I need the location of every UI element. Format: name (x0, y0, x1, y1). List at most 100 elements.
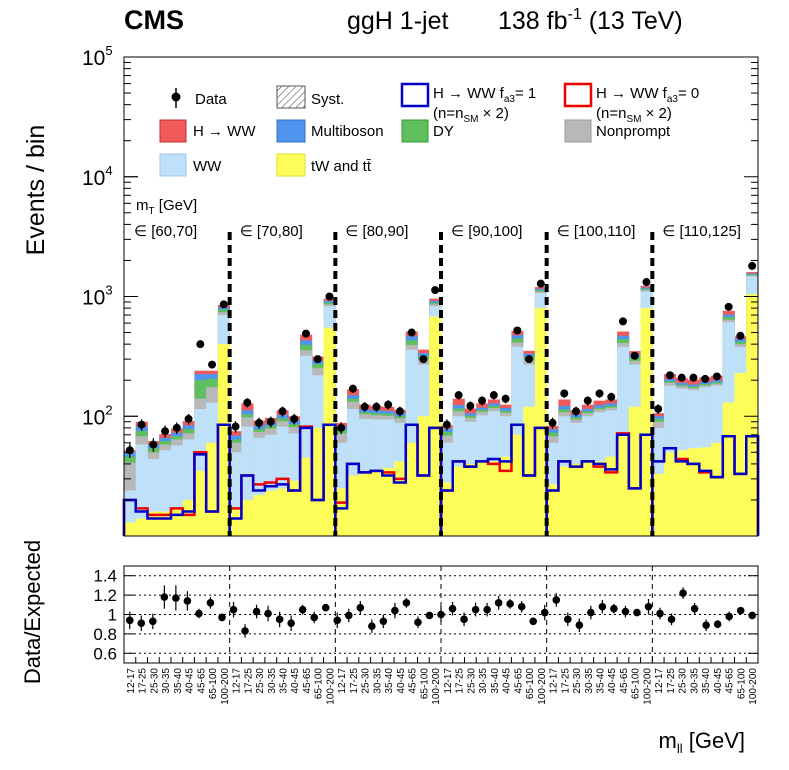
data-point (337, 423, 346, 432)
bar-top (487, 461, 500, 536)
bar-top (734, 372, 747, 536)
legend-fa3-0-label: H → WW fa3= 0 (596, 85, 699, 105)
mt-region-label: ∈ [110,125] (662, 223, 741, 240)
ratio-tick-label: 1.2 (93, 586, 117, 605)
data-point (266, 417, 275, 426)
data-point (736, 331, 745, 340)
legend-multiboson-swatch (276, 119, 306, 143)
bar-ww (135, 444, 148, 536)
data-point (395, 407, 404, 416)
legend-dy-label: DY (433, 123, 454, 140)
bar-top (300, 457, 313, 536)
x-tick-label: 30-35 (161, 668, 172, 694)
bar-top (711, 442, 724, 536)
data-point (360, 402, 369, 411)
data-point (618, 317, 627, 326)
bar-top (546, 484, 559, 536)
ratio-point (229, 605, 238, 614)
ratio-point (690, 604, 699, 613)
ratio-point (610, 604, 618, 613)
bar-top (335, 488, 348, 536)
x-tick-label: 30-35 (372, 668, 383, 694)
x-tick-label: 100-200 (537, 668, 548, 705)
mt-region-label: ∈ [90,100] (451, 223, 522, 240)
bar-top (229, 508, 242, 536)
bar-top (722, 402, 735, 536)
bar-top (628, 406, 641, 536)
x-tick-label: 65-100 (314, 668, 325, 700)
ratio-point (679, 589, 687, 597)
ratio-tick-label: 0.6 (93, 644, 117, 663)
data-point (419, 355, 428, 364)
data-point (536, 279, 545, 288)
x-tick-label: 65-100 (525, 668, 536, 700)
ratio-point (575, 621, 584, 629)
bar-top (746, 293, 759, 536)
bar-top (476, 461, 489, 536)
ratio-point (748, 611, 757, 620)
bar-top (382, 467, 395, 536)
bar-top (217, 344, 230, 536)
legend-hww-swatch (159, 119, 187, 143)
x-tick-label: 45-65 (725, 668, 736, 694)
data-point (724, 302, 733, 311)
x-tick-label: 25-30 (466, 668, 477, 694)
bar-top (664, 452, 677, 536)
x-tick-label: 30-35 (584, 668, 595, 694)
ratio-tick-label: 0.8 (93, 625, 117, 644)
legend-fa3-1-swatch (400, 82, 430, 108)
data-point (642, 278, 651, 287)
lumi-label: 138 fb-1 (13 TeV) (498, 6, 683, 35)
x-tick-label: 12-17 (232, 668, 243, 694)
x-tick-label: 12-17 (337, 668, 348, 694)
bar-top (135, 518, 148, 536)
signal-line-fa3_1 (439, 423, 548, 536)
data-point (466, 401, 475, 410)
data-point (454, 391, 463, 400)
x-tick-label: 45-65 (619, 668, 630, 694)
data-point (689, 373, 698, 382)
data-point (548, 418, 557, 427)
data-points (125, 261, 757, 459)
x-tick-label: 30-35 (267, 668, 278, 694)
x-tick-label: 12-17 (126, 668, 137, 694)
ratio-point (241, 627, 249, 635)
y-tick-label: 102 (82, 402, 113, 429)
mt-axis-label: mT [GeV] (136, 197, 197, 217)
legend-nonprompt-label: Nonprompt (596, 123, 671, 140)
x-tick-label: 40-45 (396, 668, 407, 694)
ratio-point (125, 616, 134, 625)
y-tick-label: 103 (82, 283, 113, 310)
legend-top-label: tW and tt̄ (311, 158, 372, 175)
ratio-tick-label: 1.4 (93, 567, 117, 586)
x-tick-label: 40-45 (607, 668, 618, 694)
x-tick-label: 100-200 (431, 668, 442, 705)
data-point (137, 420, 146, 429)
data-point (149, 440, 158, 449)
legend-syst-swatch (276, 85, 306, 109)
ratio-point (517, 602, 526, 611)
bar-top (570, 463, 583, 536)
ratio-point (667, 615, 676, 624)
x-tick-label: 40-45 (713, 668, 724, 694)
mt-region-label: ∈ [100,110] (557, 223, 636, 240)
bar-top (558, 466, 571, 536)
data-point (677, 373, 686, 382)
x-tick-label: 12-17 (549, 668, 560, 694)
x-tick-label: 17-25 (138, 668, 149, 694)
legend-syst-label: Syst. (311, 91, 344, 108)
category-label: ggH 1-jet (347, 7, 448, 35)
bar-top (464, 463, 477, 536)
ratio-point (160, 593, 169, 601)
data-point (572, 407, 581, 416)
bar-top (534, 308, 547, 536)
bar-top (253, 494, 266, 536)
legend-multiboson-label: Multiboson (311, 123, 384, 140)
bar-top (699, 447, 712, 536)
data-point (172, 423, 181, 432)
data-point (161, 427, 170, 436)
ratio-point (275, 615, 284, 624)
bar-top (511, 434, 524, 536)
x-tick-label: 12-17 (654, 668, 665, 694)
y-tick-label: 104 (82, 163, 113, 190)
